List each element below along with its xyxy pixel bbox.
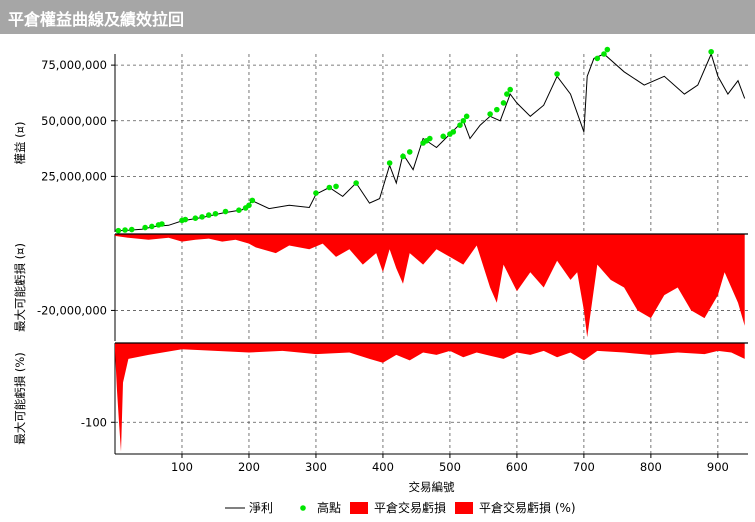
panel-drawdown_pct: -100 最大可能虧損 (%) [13,342,748,454]
chart-canvas: 75,000,000 50,000,000 25,000,000 權益 (¤) -20,… [13,46,748,515]
high-point-marker [457,122,463,128]
high-point-marker [246,202,252,209]
high-point-marker [333,183,339,190]
panel-equity: 75,000,000 50,000,000 25,000,000 權益 (¤) [13,46,748,234]
legend-label: 淨利 [249,501,273,515]
legend-marker-swatch [300,505,306,511]
title-bar: 平倉權益曲線及績效拉回 [0,0,755,34]
high-point-marker [507,86,514,93]
high-point-marker [222,208,229,215]
y-tick-label: -100 [81,415,107,429]
legend-label: 平倉交易虧損 [374,500,446,515]
high-point-marker [400,153,406,160]
legend-item: 淨利 [225,501,273,515]
high-point-marker [463,113,470,120]
y-tick-label: 50,000,000 [41,114,107,128]
y-axis-label: 最大可能虧損 (¤) [13,243,27,332]
high-point-marker [115,227,122,234]
high-point-marker [236,207,242,213]
high-point-marker [427,135,433,142]
high-point-marker [212,210,219,217]
legend-label: 平倉交易虧損 (%) [479,500,576,515]
x-tick-label: 700 [573,460,595,474]
high-point-marker [708,48,714,55]
panel-drawdown_abs: -20,000,000 最大可能虧損 (¤) [13,233,748,341]
x-axis-label: 交易編號 [409,480,455,494]
x-tick-label: 800 [640,460,662,474]
x-tick-label: 100 [171,460,193,474]
high-point-marker [199,214,205,220]
y-axis-label: 最大可能虧損 (%) [13,352,27,445]
legend-label: 高點 [317,500,341,515]
high-point-marker [128,226,135,233]
high-point-marker [406,149,413,155]
high-point-marker [594,55,601,62]
high-point-marker [159,221,165,227]
high-point-marker [149,223,155,230]
high-point-marker [142,224,148,231]
high-point-marker [205,212,212,218]
chart-title: 平倉權益曲線及績效拉回 [8,10,185,29]
high-point-marker [122,227,128,233]
high-point-marker [450,129,457,135]
legend-box-swatch [455,502,473,514]
legend-item: 平倉交易虧損 [350,500,446,515]
high-point-marker [460,117,467,124]
high-point-marker [440,133,447,140]
x-tick-label: 900 [707,460,729,474]
high-point-marker [487,111,493,117]
drawdown-area [115,234,745,338]
x-tick-label: 600 [506,460,528,474]
y-tick-label: 25,000,000 [41,169,107,183]
legend-item: 平倉交易虧損 (%) [455,500,576,515]
high-point-marker [601,51,607,57]
high-point-marker [504,91,510,97]
x-tick-label: 200 [238,460,260,474]
legend-item: 高點 [300,500,341,515]
high-point-marker [554,71,560,77]
high-point-marker [182,216,189,223]
x-tick-label: 500 [439,460,461,474]
high-point-marker [192,215,199,222]
y-tick-label: -20,000,000 [37,303,107,317]
y-axis-label: 權益 (¤) [13,122,27,165]
high-point-marker [386,160,393,166]
legend-box-swatch [350,502,368,514]
high-point-marker [500,100,507,106]
x-tick-label: 300 [305,460,327,474]
high-point-marker [604,46,611,53]
plot-area [115,343,748,454]
high-point-marker [494,106,500,113]
x-tick-label: 400 [372,460,394,474]
high-point-marker [313,190,319,196]
high-point-marker [326,184,333,191]
high-point-marker [249,197,256,204]
high-point-marker [353,180,359,186]
y-tick-label: 75,000,000 [41,58,107,72]
